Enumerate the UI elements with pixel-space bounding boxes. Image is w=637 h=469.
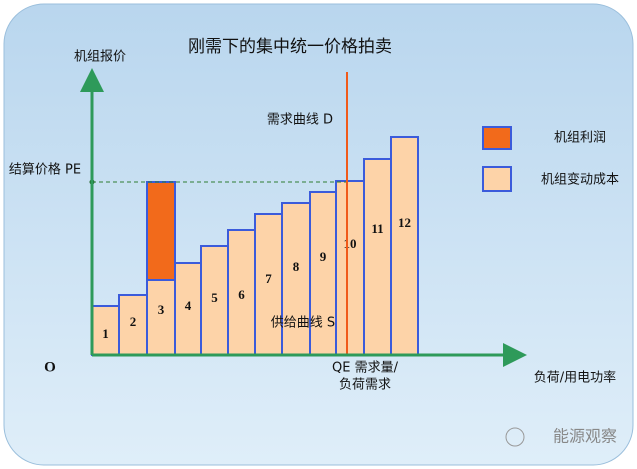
watermark-icon [505,427,525,447]
bar-label: 4 [185,298,192,313]
quantity-label: QE 需求量/ [332,361,399,376]
supply-label: 供给曲线 S [271,316,335,331]
watermark: 能源观察 [553,427,617,446]
bar-label: 6 [238,287,245,302]
price-label: 结算价格 PE [9,162,81,178]
bar-label: 5 [211,290,218,305]
profit-bar [146,181,176,281]
legend-label: 机组利润 [554,131,606,146]
cost-bar [390,136,419,356]
bar-label: 1 [102,326,109,341]
title: 刚需下的集中统一价格拍卖 [188,37,392,57]
cost-bar [309,191,337,356]
cost-bar [146,279,176,356]
origin-label: O [44,359,56,375]
legend-swatch [482,126,512,150]
x-axis-label: 负荷/用电功率 [534,370,616,386]
bar-label: 11 [371,221,383,236]
quantity-label: 负荷需求 [339,378,391,393]
y-axis-label: 机组报价 [74,50,126,65]
demand-label: 需求曲线 D [267,113,333,128]
bar-label: 2 [130,314,137,329]
cost-bar [363,158,392,356]
bar-label: 8 [293,259,300,274]
bar-label: 7 [265,271,272,286]
bar-label: 10 [344,236,357,251]
bar-label: 9 [320,249,327,264]
cost-bar [281,202,311,356]
cost-bar [335,180,365,356]
legend-label: 机组变动成本 [541,172,619,188]
legend-swatch [482,166,512,192]
bar-label: 12 [398,215,411,230]
bar-label: 3 [158,302,165,317]
